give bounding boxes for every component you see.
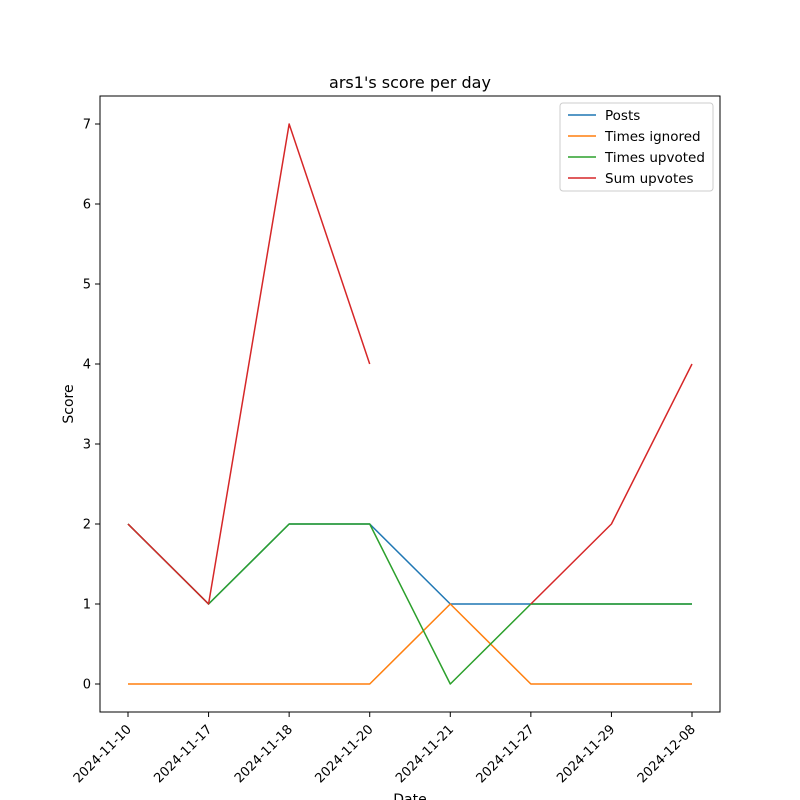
y-tick-label: 7 bbox=[83, 118, 91, 133]
chart-title: ars1's score per day bbox=[329, 73, 491, 92]
legend-box bbox=[559, 102, 714, 192]
y-tick-label: 4 bbox=[83, 358, 91, 373]
y-tick-label: 3 bbox=[83, 438, 91, 453]
legend: Posts Times ignored Times upvoted Sum upvot… bbox=[559, 102, 714, 192]
legend-label: Times ignored bbox=[604, 129, 701, 145]
y-tick-label: 5 bbox=[83, 278, 91, 293]
series-line-2 bbox=[127, 523, 692, 685]
legend-label: Sum upvotes bbox=[605, 171, 694, 187]
y-axis: 0 1 2 3 4 5 6 7 bbox=[83, 118, 100, 693]
series-line-1 bbox=[128, 603, 692, 685]
plot-frame bbox=[99, 95, 721, 713]
y-tick-label: 6 bbox=[83, 198, 91, 213]
plot-area bbox=[99, 95, 721, 713]
series-line-3 bbox=[127, 123, 693, 605]
x-axis-label: Date bbox=[393, 792, 426, 800]
legend-label: Times upvoted bbox=[604, 150, 705, 166]
series-lines bbox=[127, 123, 693, 685]
legend-label: Posts bbox=[605, 108, 640, 124]
y-axis-label: Score bbox=[61, 384, 77, 423]
y-tick-label: 1 bbox=[83, 598, 91, 613]
y-tick-label: 2 bbox=[83, 518, 91, 533]
y-tick-label: 0 bbox=[83, 678, 91, 693]
